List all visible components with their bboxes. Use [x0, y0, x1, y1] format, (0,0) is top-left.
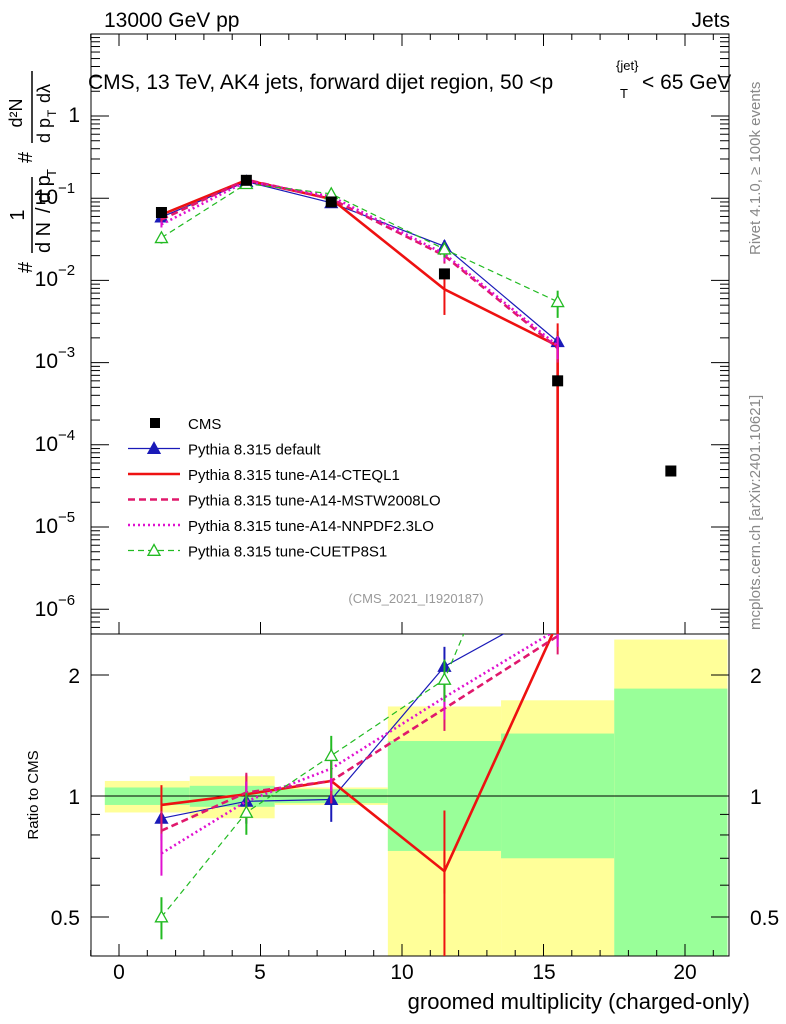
legend-marker-cms [150, 418, 160, 428]
svg-text:{jet}: {jet} [616, 58, 639, 73]
ratio-frame [90, 633, 730, 957]
svg-text:10: 10 [35, 350, 58, 373]
category-label: Jets [691, 9, 730, 32]
main-y-axis-label: # 1 d N / d p T # d²N d p T dλ [6, 71, 59, 273]
cms-data-point [552, 375, 564, 387]
main-frame [90, 33, 730, 635]
legend-label-2: Pythia 8.315 tune-A14-CTEQL1 [188, 467, 400, 484]
ratio-series [154, 634, 559, 956]
svg-text:−5: −5 [58, 509, 75, 526]
svg-text:T: T [620, 86, 628, 101]
legend-marker-1 [146, 441, 162, 454]
y-tick-1e-4: 10 −4 [35, 427, 75, 456]
legend-label-0: CMS [188, 416, 221, 433]
ratio-tick-2-right: 2 [750, 665, 762, 688]
svg-text:d p: d p [33, 175, 55, 203]
ratio-tick-1-left: 1 [68, 786, 80, 809]
x-tick-5: 5 [254, 961, 266, 984]
y-tick-1e-1: 10 −1 [35, 180, 75, 209]
ratio-point-series-4 [437, 672, 452, 685]
cms-data-point [438, 268, 450, 280]
main-point-series-4 [437, 241, 452, 255]
main-y-tick-labels: 1 10 −1 10 −2 10 −3 10 −4 10 −5 10 −6 [35, 104, 80, 621]
y-tick-1e-6: 10 −6 [35, 592, 75, 621]
x-tick-20: 20 [673, 961, 696, 984]
ratio-point-series-4 [154, 909, 169, 923]
svg-text:−3: −3 [58, 344, 75, 361]
energy-label: 13000 GeV pp [104, 9, 239, 32]
svg-text:10: 10 [35, 268, 58, 291]
legend: CMS Pythia 8.315 default Pythia 8.315 tune… [128, 416, 441, 561]
svg-text:−6: −6 [58, 592, 75, 609]
svg-text:10: 10 [35, 515, 58, 538]
cms-data-point [240, 174, 252, 186]
y-tick-1e-2: 10 −2 [35, 262, 75, 291]
legend-label-1: Pythia 8.315 default [188, 442, 321, 459]
main-line-series-0 [161, 181, 559, 343]
cms-data-point [325, 196, 337, 208]
cms-data-point [665, 465, 677, 477]
svg-text:d N: d N [33, 222, 55, 253]
ratio-uncertainty-bands [104, 639, 728, 956]
plot-title: CMS, 13 TeV, AK4 jets, forward dijet reg… [88, 58, 731, 101]
main-line-series-3 [160, 180, 559, 347]
ratio-point-series-4 [239, 805, 254, 818]
x-axis-label: groomed multiplicity (charged-only) [408, 989, 750, 1014]
x-tick-labels: 0 5 10 15 20 [113, 961, 697, 984]
svg-text:dλ: dλ [34, 84, 54, 103]
axis-ticks [90, 34, 729, 957]
main-line-series-2 [160, 178, 559, 350]
svg-text:/: / [33, 207, 55, 213]
y-tick-1e-5: 10 −5 [35, 509, 75, 538]
green-band-5 [614, 688, 728, 956]
svg-text:T: T [45, 109, 59, 117]
ratio-y-axis-label: Ratio to CMS [25, 750, 42, 839]
ratio-point-series-4 [324, 748, 339, 762]
legend-label-3: Pythia 8.315 tune-A14-MSTW2008LO [188, 493, 441, 510]
y-tick-1: 1 [68, 104, 80, 127]
svg-text:10: 10 [35, 598, 58, 621]
main-point-series-4 [154, 230, 169, 244]
main-line-series-4 [161, 183, 558, 303]
legend-label-4: Pythia 8.315 tune-A14-NNPDF2.3LO [188, 518, 434, 535]
svg-text:10: 10 [35, 433, 58, 456]
svg-text:1: 1 [7, 209, 29, 220]
x-tick-15: 15 [532, 961, 555, 984]
svg-text:−4: −4 [58, 427, 75, 444]
rivet-version-label: Rivet 4.1.0, ≥ 100k events [747, 82, 764, 255]
svg-text:#: # [15, 261, 37, 273]
ratio-y-tick-labels: 2 1 0.5 2 1 0.5 [51, 665, 779, 930]
ratio-tick-05-right: 0.5 [750, 907, 779, 930]
y-tick-1e-3: 10 −3 [35, 344, 75, 373]
legend-label-5: Pythia 8.315 tune-CUETP8S1 [188, 544, 387, 561]
ratio-tick-2-left: 2 [68, 665, 80, 688]
analysis-id-label: (CMS_2021_I1920187) [348, 591, 483, 606]
svg-text:−2: −2 [58, 262, 75, 279]
svg-text:−1: −1 [58, 180, 75, 197]
cms-data-point [155, 206, 167, 218]
svg-text:T: T [44, 169, 59, 177]
legend-marker-5 [146, 543, 162, 556]
mcplots-label: mcplots.cern.ch [arXiv:2401.10621] [747, 395, 764, 630]
x-tick-0: 0 [113, 961, 125, 984]
main-point-series-4 [550, 294, 565, 308]
x-tick-10: 10 [390, 961, 413, 984]
ratio-tick-1-right: 1 [750, 786, 762, 809]
svg-text:< 65 GeV: < 65 GeV [642, 71, 731, 94]
main-series [154, 174, 677, 634]
svg-text:10: 10 [35, 186, 58, 209]
svg-text:d²N: d²N [6, 98, 26, 127]
svg-text:CMS, 13 TeV, AK4 jets, forward: CMS, 13 TeV, AK4 jets, forward dijet reg… [88, 71, 553, 94]
svg-text:d p: d p [34, 118, 54, 143]
svg-text:#: # [15, 151, 37, 163]
ratio-tick-05-left: 0.5 [51, 907, 80, 930]
